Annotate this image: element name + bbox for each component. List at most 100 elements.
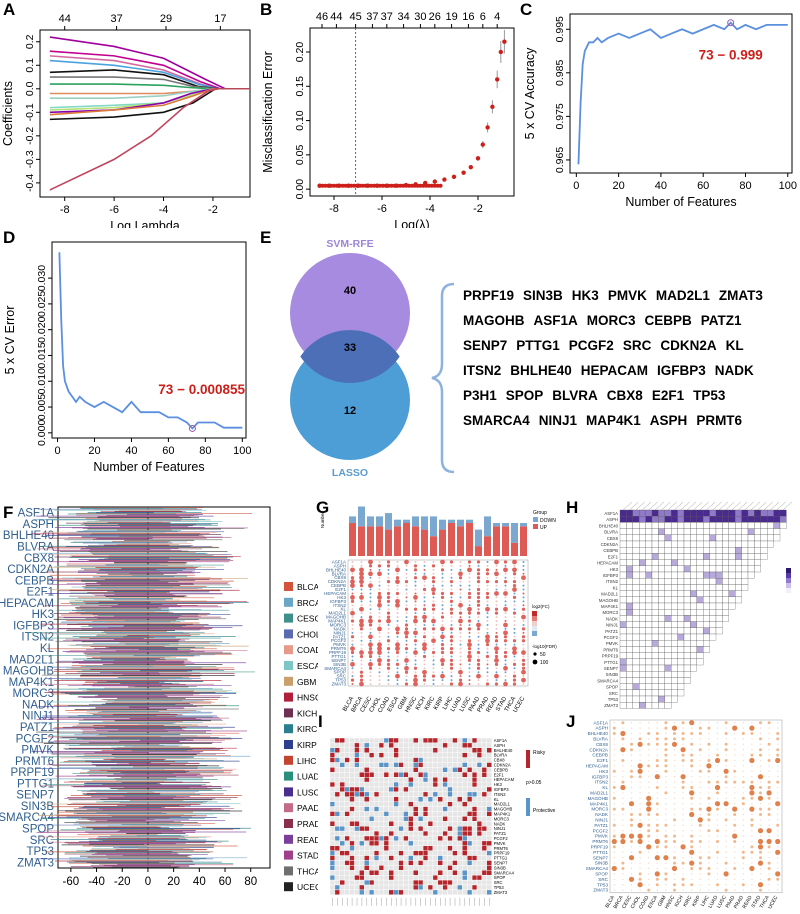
risk-cell bbox=[457, 786, 463, 793]
gene-label: BHLHE40 bbox=[3, 530, 54, 542]
expression-dot bbox=[441, 600, 444, 603]
risk-cell bbox=[452, 845, 458, 851]
expression-dot bbox=[351, 667, 354, 670]
correlation-bubble bbox=[648, 786, 650, 789]
correlation-bubble bbox=[734, 732, 736, 735]
risk-cell bbox=[349, 811, 355, 817]
risk-cell bbox=[339, 884, 345, 891]
expression-dot bbox=[422, 635, 427, 639]
mutation-cell bbox=[715, 522, 723, 529]
x-tick-label: 20 bbox=[167, 876, 180, 888]
correlation-bubble bbox=[630, 786, 633, 789]
correlation-bubble bbox=[759, 732, 762, 735]
risk-cell bbox=[447, 811, 453, 817]
correlation-bubble bbox=[682, 819, 684, 821]
risk-cell bbox=[466, 855, 473, 861]
correlation-bubble bbox=[656, 835, 658, 837]
risk-cell bbox=[334, 772, 340, 778]
expression-dot bbox=[414, 671, 417, 674]
mutation-cell bbox=[632, 683, 640, 690]
cancer-label: KICH bbox=[674, 894, 685, 908]
mutation-cell bbox=[709, 522, 717, 529]
mutation-cell bbox=[651, 578, 659, 585]
risk-cell bbox=[452, 776, 458, 783]
mutation-cell bbox=[709, 516, 717, 523]
mutation-cell bbox=[632, 571, 640, 579]
risk-cell bbox=[398, 870, 404, 876]
risk-cell bbox=[422, 801, 429, 807]
up-bar bbox=[403, 523, 410, 556]
risk-cell bbox=[349, 767, 355, 773]
correlation-bubble bbox=[621, 737, 625, 741]
risk-cell bbox=[359, 889, 365, 895]
risk-cell bbox=[466, 781, 473, 788]
correlation-bubble bbox=[682, 813, 684, 816]
mutation-cell bbox=[671, 627, 678, 635]
size-legend-title: -log10(FDR) bbox=[532, 644, 557, 649]
correlation-bubble bbox=[708, 803, 710, 805]
risk-cell bbox=[437, 747, 443, 753]
expression-dot bbox=[431, 580, 436, 584]
risk-cell bbox=[339, 870, 345, 876]
expression-dot bbox=[377, 626, 382, 632]
risk-cell bbox=[388, 781, 394, 788]
baseline-point bbox=[427, 183, 432, 188]
expression-dot bbox=[378, 635, 381, 638]
risk-cell bbox=[447, 830, 453, 837]
risk-cell bbox=[413, 874, 419, 881]
correlation-bubble bbox=[628, 801, 635, 807]
correlation-bubble bbox=[742, 889, 744, 891]
risk-cell bbox=[457, 796, 463, 802]
expression-dot bbox=[440, 673, 445, 679]
risk-cell bbox=[471, 776, 478, 783]
correlation-bubble bbox=[767, 786, 771, 789]
risk-cell bbox=[359, 806, 365, 812]
mutation-cell bbox=[671, 547, 678, 554]
risk-cell bbox=[417, 825, 424, 832]
risk-cell bbox=[422, 821, 429, 827]
risk-cell bbox=[359, 796, 365, 802]
risk-cell bbox=[437, 835, 443, 842]
mutation-cell bbox=[741, 565, 749, 573]
expression-dot bbox=[522, 572, 525, 575]
gene-list-item: PCGF2 bbox=[568, 338, 614, 353]
expression-dot bbox=[405, 604, 408, 607]
correlation-bubble bbox=[707, 769, 711, 773]
risk-cell bbox=[462, 850, 468, 856]
mutation-cell bbox=[690, 615, 697, 622]
risk-cell bbox=[403, 879, 409, 886]
column-label-stub bbox=[750, 501, 761, 511]
expression-dot bbox=[359, 670, 364, 674]
group-legend-up-label: UP bbox=[540, 525, 548, 531]
risk-cell bbox=[329, 835, 336, 842]
risk-cell bbox=[398, 835, 404, 842]
correlation-bubble bbox=[734, 803, 736, 805]
expression-dot bbox=[441, 667, 444, 670]
mutation-cell bbox=[683, 540, 691, 548]
gene-list-item: PTTG1 bbox=[516, 338, 560, 353]
mutation-cell bbox=[696, 553, 704, 560]
risk-cell bbox=[388, 835, 394, 842]
mutation-cell bbox=[619, 646, 627, 653]
expression-dot bbox=[359, 627, 364, 631]
mutation-cell bbox=[696, 633, 704, 641]
baseline-point bbox=[320, 183, 325, 188]
expression-dot bbox=[351, 643, 354, 646]
correlation-bubble bbox=[681, 721, 685, 725]
correlation-bubble bbox=[775, 838, 781, 845]
gene-label: CDKN2A bbox=[494, 763, 511, 768]
risk-cell bbox=[329, 825, 336, 832]
expression-dot bbox=[449, 560, 454, 564]
mutation-cell bbox=[651, 584, 659, 591]
expression-dot bbox=[485, 580, 490, 584]
gene-label: ZMAT3 bbox=[604, 703, 618, 708]
gene-label: SPOP bbox=[606, 685, 618, 690]
expression-dot bbox=[431, 627, 436, 631]
correlation-bubble bbox=[714, 784, 721, 791]
gene-list-item: PRMT6 bbox=[696, 413, 743, 428]
risk-cell bbox=[432, 811, 439, 817]
correlation-bubble bbox=[612, 796, 616, 800]
risk-cell bbox=[364, 889, 370, 895]
risk-cell bbox=[388, 850, 394, 856]
correlation-bubble bbox=[777, 786, 779, 789]
